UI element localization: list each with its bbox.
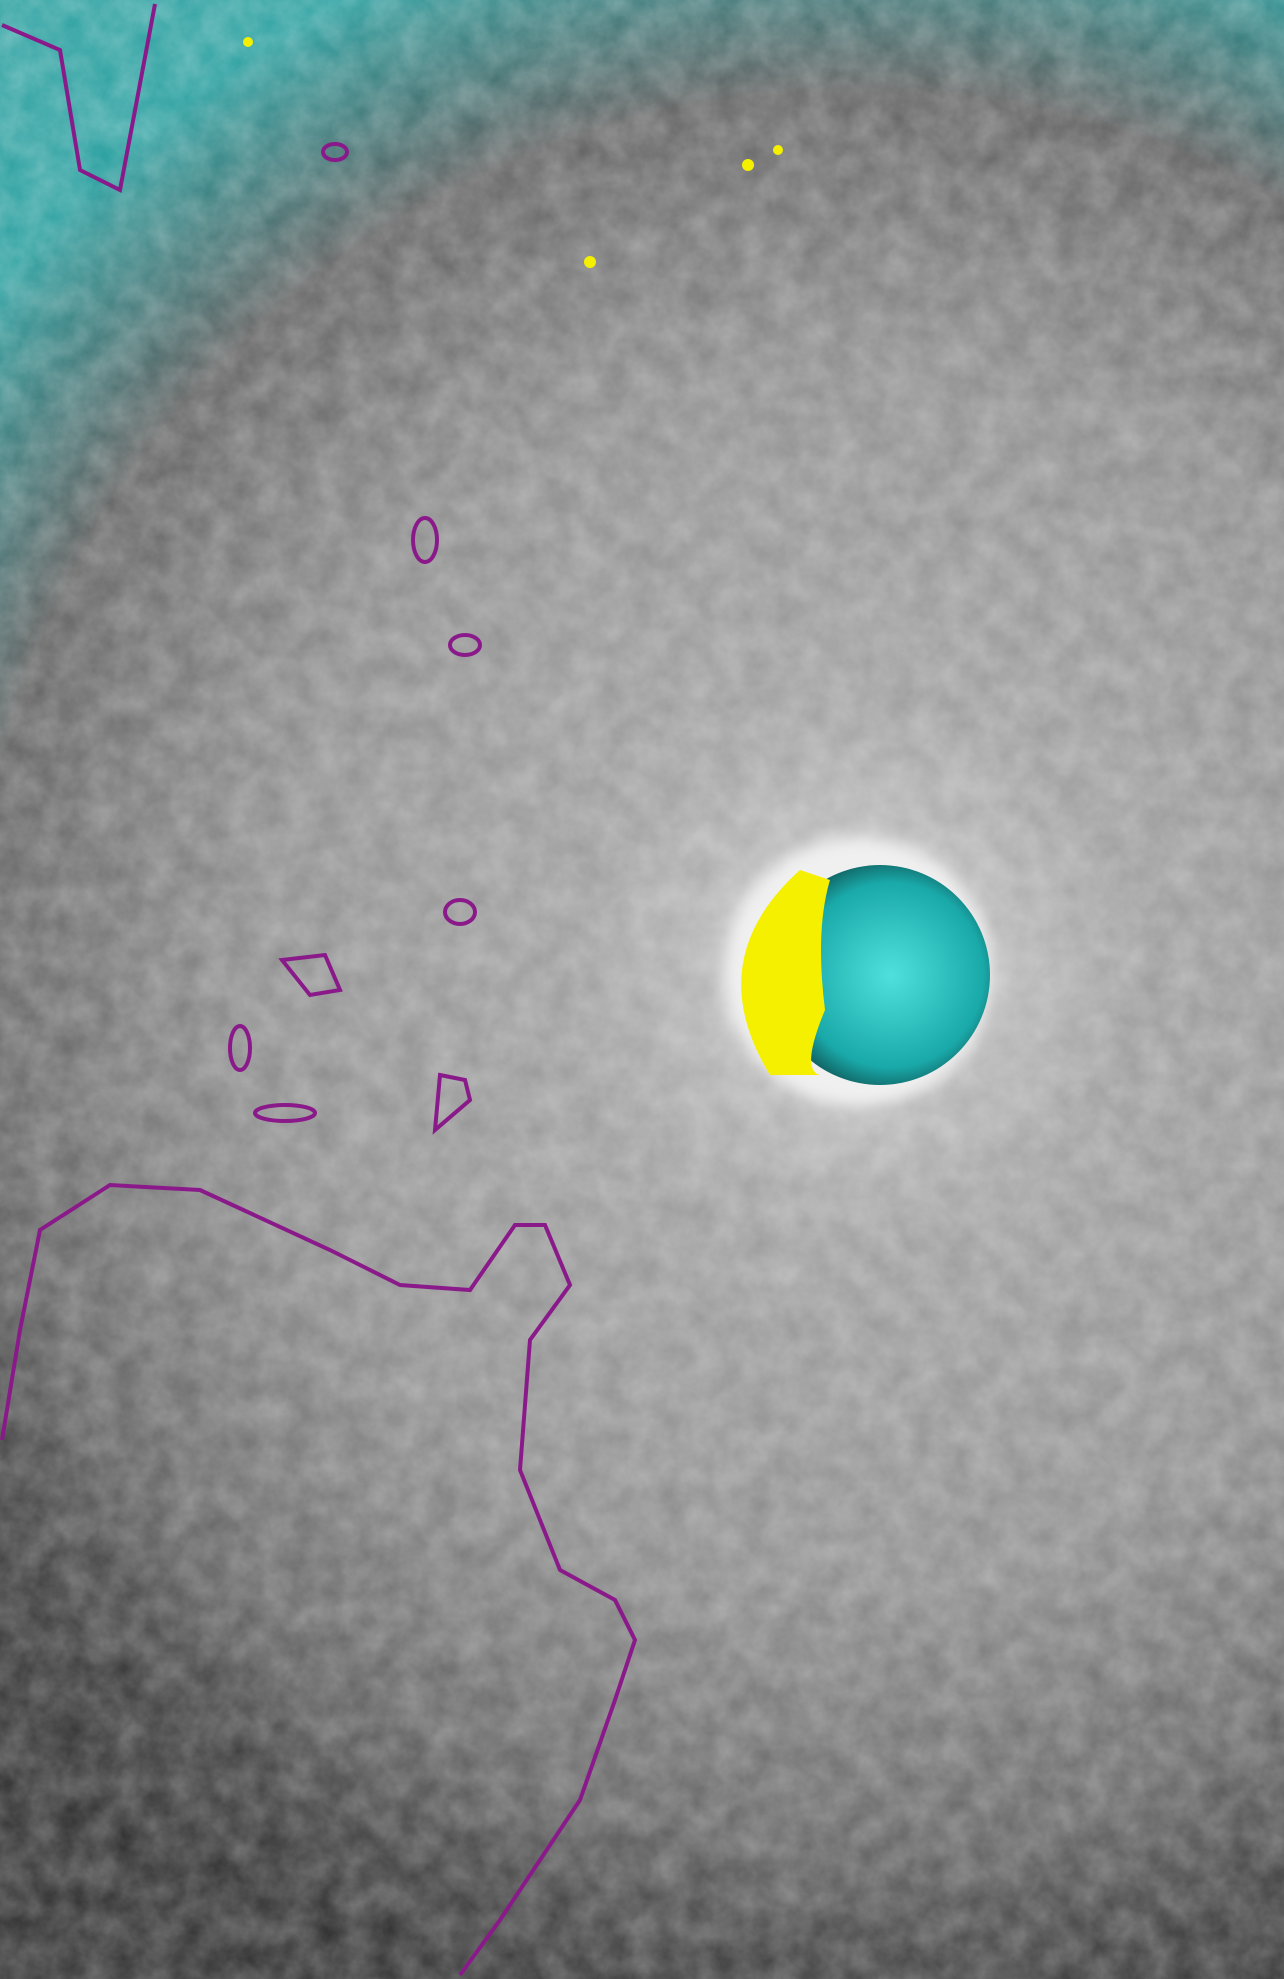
island xyxy=(228,1024,252,1072)
coastline-mainland xyxy=(0,1182,638,1977)
island xyxy=(278,952,343,998)
island xyxy=(443,898,477,926)
island xyxy=(432,1072,473,1135)
hurricane-eye xyxy=(770,865,990,1085)
eye-crescent-yellow xyxy=(741,870,830,1075)
convective-spots xyxy=(243,37,783,268)
island xyxy=(321,142,349,162)
coastlines xyxy=(0,3,638,1977)
island xyxy=(448,633,482,657)
coastline-north xyxy=(1,3,157,193)
island xyxy=(411,516,439,564)
island xyxy=(253,1103,317,1123)
